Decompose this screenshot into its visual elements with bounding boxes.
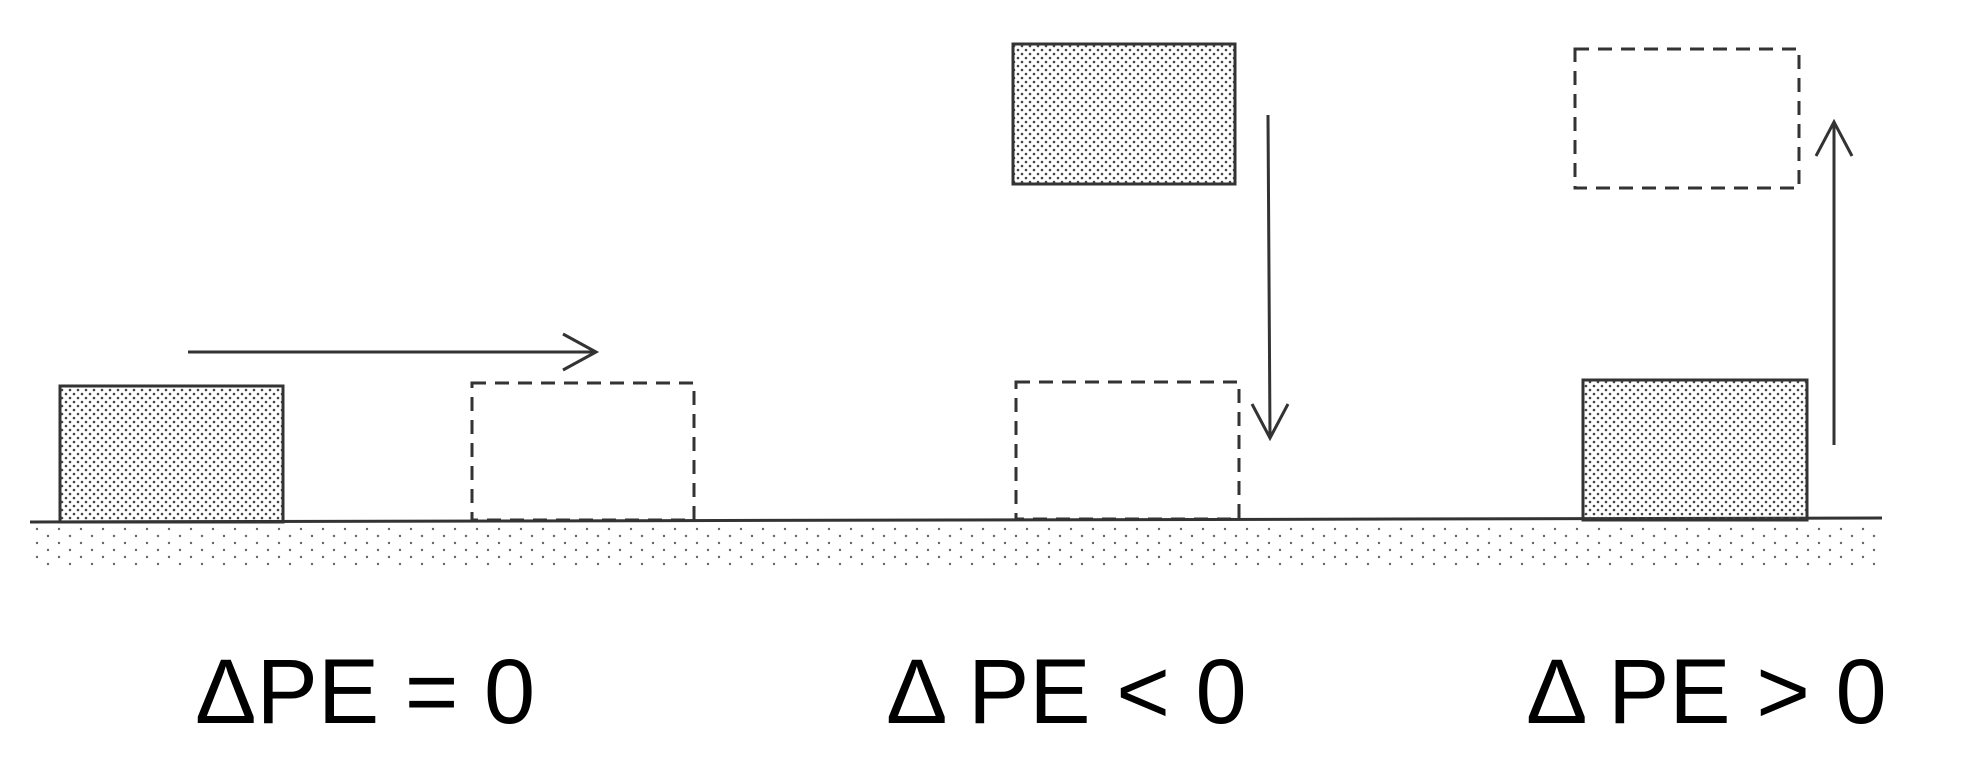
ground-line — [29, 516, 1883, 524]
block-initial — [1011, 42, 1237, 186]
scenario-downward — [1011, 42, 1290, 521]
block-final-outline — [1573, 47, 1801, 190]
scenario-upward — [1573, 47, 1854, 522]
caption-delta-pe-positive: Δ PE > 0 — [1526, 641, 1887, 743]
ground — [29, 516, 1883, 566]
caption-delta-pe-negative: Δ PE < 0 — [886, 641, 1247, 743]
scenario-horizontal — [58, 332, 696, 524]
block-initial — [58, 384, 285, 524]
ground-texture — [30, 524, 1880, 566]
block-initial — [1581, 378, 1809, 522]
arrow-up-icon — [1814, 118, 1854, 445]
caption-delta-pe-zero: ΔPE = 0 — [195, 641, 535, 743]
block-final-outline — [1014, 380, 1241, 521]
arrow-right-icon — [188, 332, 600, 372]
block-final-outline — [470, 381, 696, 522]
arrow-down-icon — [1250, 114, 1290, 442]
